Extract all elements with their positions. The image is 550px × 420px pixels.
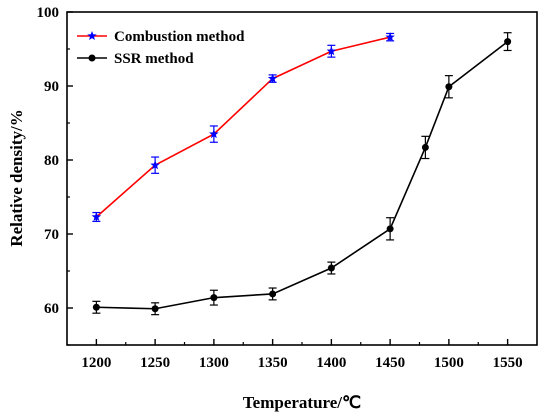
x-axis-title: Temperature/℃ — [243, 393, 361, 412]
data-point — [267, 73, 278, 83]
legend-label: SSR method — [114, 51, 194, 67]
legend: Combustion method SSR method — [77, 29, 245, 67]
legend-marker — [88, 54, 96, 62]
y-tick-label: 60 — [44, 301, 59, 317]
x-tick-label: 1550 — [493, 355, 523, 371]
data-point — [150, 160, 160, 170]
y-tick-label: 100 — [37, 5, 60, 21]
x-tick-label: 1350 — [258, 355, 288, 371]
axis-ticks: 1200 1250 1300 1350 1400 1450 1500 1550 60 70 80 90… — [37, 5, 523, 371]
data-point — [91, 211, 102, 222]
data-point — [385, 32, 395, 42]
data-point — [210, 294, 218, 302]
data-point — [445, 83, 453, 91]
data-point — [327, 264, 335, 272]
x-tick-label: 1400 — [316, 355, 346, 371]
series-1 — [91, 32, 395, 223]
y-axis-title: Relative density/% — [7, 109, 26, 246]
data-point — [92, 303, 100, 311]
data-point — [269, 290, 277, 298]
series-layer — [91, 32, 512, 316]
data-point — [421, 143, 429, 151]
series-line — [95, 36, 391, 218]
x-tick-label: 1450 — [375, 355, 405, 371]
x-tick-label: 1300 — [199, 355, 229, 371]
legend-label: Combustion method — [114, 29, 245, 45]
series-2 — [92, 32, 512, 316]
x-tick-label: 1250 — [140, 355, 170, 371]
series-line — [96, 40, 509, 310]
legend-marker — [87, 31, 97, 41]
data-point — [386, 225, 394, 233]
data-point — [504, 38, 512, 46]
data-point — [151, 305, 159, 313]
x-tick-label: 1200 — [81, 355, 111, 371]
y-tick-label: 90 — [44, 79, 59, 95]
x-tick-label: 1500 — [434, 355, 464, 371]
data-point — [209, 129, 219, 139]
y-tick-label: 70 — [44, 227, 59, 243]
y-tick-label: 80 — [44, 153, 59, 169]
data-point — [326, 46, 337, 56]
